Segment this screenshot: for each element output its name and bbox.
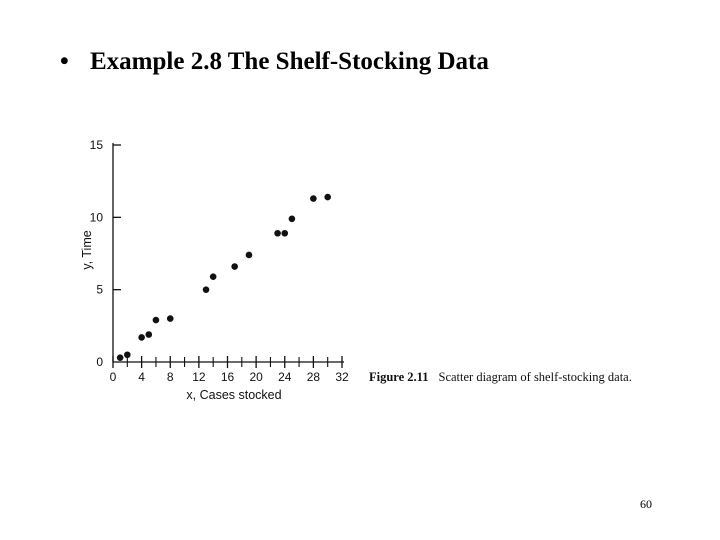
data-point <box>166 315 174 322</box>
data-point <box>152 316 160 324</box>
x-tick-label: 0 <box>110 370 117 384</box>
data-point <box>116 354 124 361</box>
x-tick-label: 4 <box>138 370 145 384</box>
data-point <box>310 195 317 202</box>
slide-title: • Example 2.8 The Shelf-Stocking Data <box>60 48 700 76</box>
data-point <box>324 193 331 201</box>
x-tick-label: 32 <box>335 370 349 384</box>
x-tick-label: 16 <box>221 370 235 384</box>
ticks: 0 4 8 12 16 20 24 28 32 0 5 10 15 <box>90 138 349 384</box>
data-point <box>209 273 217 280</box>
data-points <box>116 193 331 361</box>
slide-title-text: Example 2.8 The Shelf-Stocking Data <box>90 48 489 75</box>
x-tick-label: 28 <box>307 370 321 384</box>
y-tick-label: 10 <box>90 210 104 224</box>
data-point <box>281 229 289 237</box>
x-axis-label: x, Cases stocked <box>186 388 281 402</box>
data-point <box>288 215 296 223</box>
data-point <box>231 263 238 270</box>
y-tick-label: 5 <box>96 283 103 297</box>
page-number: 60 <box>640 497 652 511</box>
y-tick-label: 0 <box>96 355 103 369</box>
figure-caption-text: Scatter diagram of shelf-stocking data. <box>438 370 632 384</box>
axes <box>112 143 344 363</box>
figure-caption: Figure 2.11 Scatter diagram of shelf-stoc… <box>369 370 639 385</box>
x-tick-label: 12 <box>192 370 206 384</box>
data-point <box>145 331 153 338</box>
x-tick-label: 24 <box>278 370 292 384</box>
data-point <box>138 334 145 341</box>
y-axis-label: y, Time <box>80 230 94 269</box>
x-tick-label: 8 <box>167 370 174 384</box>
data-point <box>124 351 131 359</box>
data-point <box>202 286 210 293</box>
bullet-marker: • <box>60 48 69 75</box>
data-point <box>245 251 253 259</box>
data-point <box>274 229 281 237</box>
figure-caption-label: Figure 2.11 <box>369 370 429 384</box>
y-tick-label: 15 <box>90 138 104 152</box>
x-tick-label: 20 <box>249 370 263 384</box>
